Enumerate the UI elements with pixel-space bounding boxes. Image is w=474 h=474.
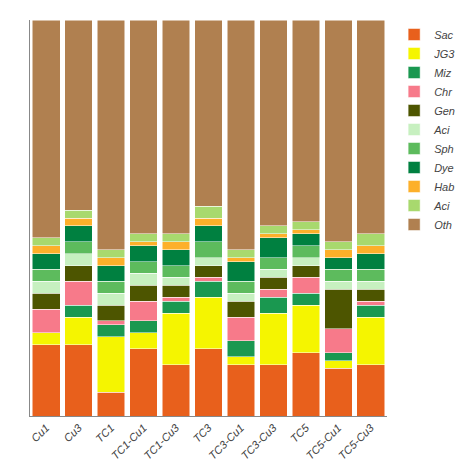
svg-text:Cu3: Cu3 <box>61 421 84 444</box>
svg-text:Cu1: Cu1 <box>29 422 52 445</box>
svg-text:Aci: Aci <box>433 200 450 212</box>
svg-text:TC1: TC1 <box>93 422 116 445</box>
svg-text:TC5-Cu3: TC5-Cu3 <box>336 421 377 462</box>
svg-text:Dye: Dye <box>434 162 454 174</box>
svg-text:Sac: Sac <box>434 29 453 41</box>
svg-text:TC1-Cu3: TC1-Cu3 <box>141 421 182 462</box>
svg-text:JG3: JG3 <box>433 48 455 60</box>
svg-text:Oth: Oth <box>434 219 452 231</box>
svg-text:Chr: Chr <box>434 86 453 98</box>
svg-text:TC3-Cu1: TC3-Cu1 <box>206 422 246 462</box>
svg-text:Aci: Aci <box>433 124 450 136</box>
svg-text:Sph: Sph <box>434 143 454 155</box>
svg-text:Hab: Hab <box>434 181 454 193</box>
svg-text:TC5: TC5 <box>288 421 312 445</box>
svg-text:TC3: TC3 <box>191 421 215 445</box>
svg-text:Gen: Gen <box>434 105 455 117</box>
svg-text:Miz: Miz <box>434 67 452 79</box>
svg-text:TC1-Cu1: TC1-Cu1 <box>109 422 149 462</box>
svg-text:TC5-Cu1: TC5-Cu1 <box>304 422 344 462</box>
svg-text:TC3-Cu3: TC3-Cu3 <box>239 421 280 462</box>
